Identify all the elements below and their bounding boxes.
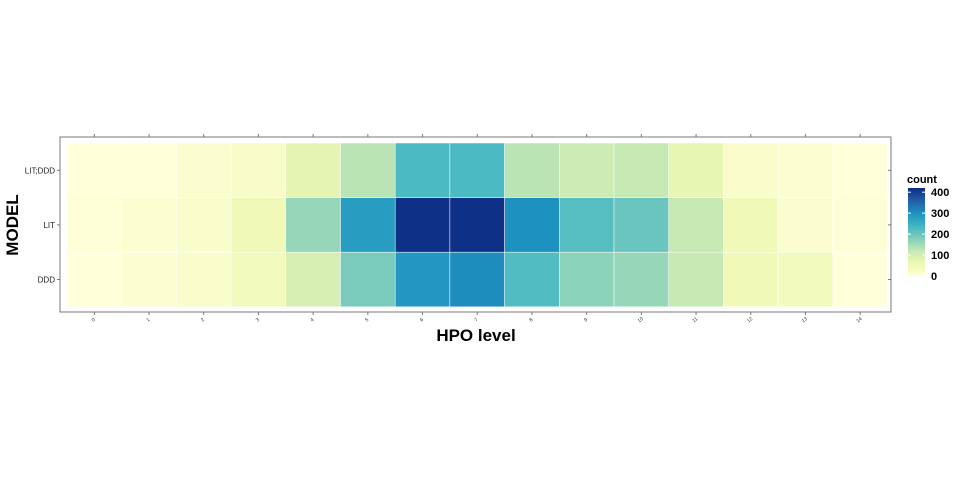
legend-tick-label: 300: [931, 208, 949, 220]
x-tick-label: 4: [310, 317, 316, 324]
heatmap-cell: [559, 197, 615, 253]
heatmap-cell: [777, 142, 834, 198]
y-tick-label: LIT: [43, 221, 55, 230]
x-tick-label: 3: [255, 317, 261, 324]
heatmap-cell: [668, 142, 724, 198]
heatmap-cell: [121, 251, 177, 308]
heatmap-cell: [340, 197, 396, 253]
y-tick-label: LIT;DDD: [25, 166, 55, 175]
legend-tick-label: 400: [931, 187, 949, 199]
heatmap-cells: [66, 142, 888, 308]
heatmap-cell: [394, 142, 451, 198]
x-tick-label: 6: [419, 317, 425, 324]
heatmap-cell: [230, 142, 287, 198]
legend-tick-label: 0: [931, 271, 937, 283]
x-tick-label: 13: [801, 316, 809, 324]
heatmap-cell: [668, 197, 724, 253]
heatmap-cell: [504, 197, 560, 253]
heatmap-cell: [176, 142, 232, 198]
heatmap-cell: [449, 251, 505, 308]
heatmap-cell: [66, 142, 122, 198]
heatmap-cell: [394, 197, 451, 253]
heatmap-cell: [285, 142, 341, 198]
heatmap-cell: [777, 197, 834, 253]
heatmap-cell: [285, 251, 341, 308]
heatmap-cell: [613, 197, 669, 253]
heatmap-cell: [230, 251, 287, 308]
heatmap-cell: [668, 251, 724, 308]
x-tick-label: 2: [200, 317, 206, 324]
x-tick-label: 8: [528, 317, 534, 324]
x-tick-label: 7: [474, 317, 480, 324]
color-legend: count 400 300 200 100 0: [907, 174, 949, 283]
heatmap-cell: [559, 142, 615, 198]
heatmap-cell: [832, 197, 888, 253]
heatmap-cell: [504, 251, 560, 308]
x-tick-label: 14: [855, 316, 863, 324]
heatmap-cell: [449, 197, 505, 253]
x-tick-label: 11: [691, 316, 699, 324]
heatmap-cell: [121, 142, 177, 198]
heatmap-cell: [723, 142, 779, 198]
legend-tick-label: 200: [931, 229, 949, 241]
legend-colorbar: [908, 188, 925, 276]
x-axis: 0 1 2 3 4 5 6 7 8 9 10 11 12 13 14: [91, 134, 864, 324]
heatmap-cell: [777, 251, 834, 308]
heatmap-cell: [832, 251, 888, 308]
heatmap-cell: [121, 197, 177, 253]
x-tick-label: 9: [583, 317, 589, 324]
x-tick-label: 5: [364, 317, 370, 324]
heatmap-cell: [230, 197, 287, 253]
heatmap-cell: [285, 197, 341, 253]
heatmap-cell: [504, 142, 560, 198]
heatmap-cell: [66, 197, 122, 253]
heatmap-cell: [559, 251, 615, 308]
x-axis-title: HPO level: [436, 326, 515, 345]
heatmap-cell: [66, 251, 122, 308]
x-tick-label: 10: [637, 316, 645, 324]
heatmap-cell: [176, 251, 232, 308]
heatmap-cell: [340, 251, 396, 308]
x-tick-label: 0: [91, 317, 97, 324]
legend-title: count: [907, 174, 937, 186]
heatmap-cell: [832, 142, 888, 198]
y-tick-label: DDD: [38, 276, 56, 285]
heatmap-cell: [723, 197, 779, 253]
heatmap-cell: [449, 142, 505, 198]
heatmap-cell: [176, 197, 232, 253]
heatmap-cell: [613, 251, 669, 308]
y-axis-title: MODEL: [3, 194, 22, 255]
y-axis: LIT;DDD LIT DDD: [25, 166, 891, 285]
heatmap-cell: [394, 251, 451, 308]
x-tick-label: 1: [145, 317, 151, 324]
heatmap-cell: [613, 142, 669, 198]
x-tick-label: 12: [746, 316, 754, 324]
heatmap-cell: [723, 251, 779, 308]
legend-tick-label: 100: [931, 250, 949, 262]
heatmap-cell: [340, 142, 396, 198]
